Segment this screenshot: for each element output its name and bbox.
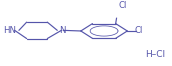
Text: HN: HN	[3, 26, 16, 35]
Text: N: N	[59, 26, 65, 35]
Text: Cl: Cl	[134, 26, 143, 35]
Text: H–Cl: H–Cl	[145, 50, 165, 59]
Text: Cl: Cl	[118, 1, 127, 10]
